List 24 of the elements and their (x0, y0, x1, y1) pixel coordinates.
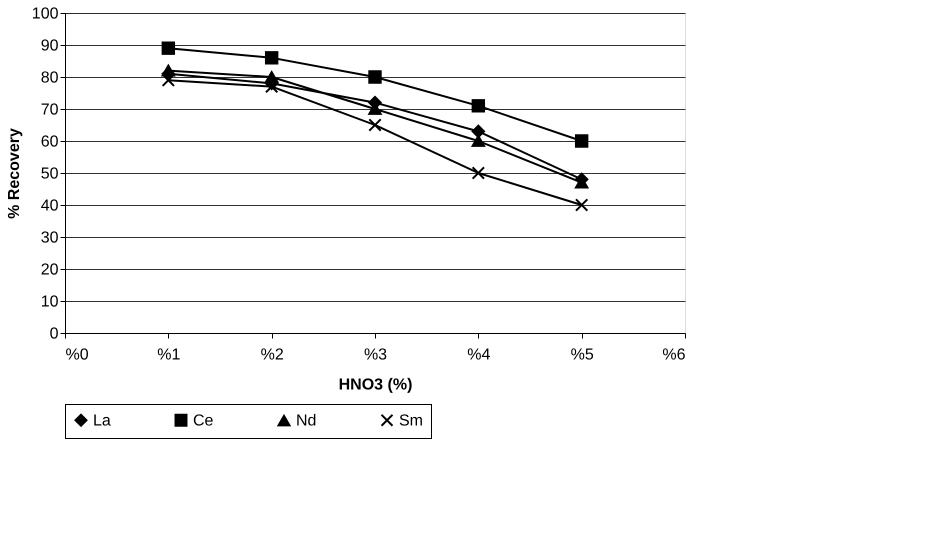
y-tick-label: 70 (40, 102, 59, 118)
y-axis-title: % Recovery (6, 128, 23, 219)
y-tick-label: 60 (40, 134, 59, 150)
x-tick-label: %1 (157, 346, 180, 364)
legend-label: Sm (399, 412, 423, 430)
x-tick-label: %5 (570, 346, 594, 364)
y-tick-label: 80 (40, 70, 59, 86)
x-tick-label: %6 (662, 346, 686, 364)
legend-label: Ce (193, 412, 214, 430)
x-tick-label: %2 (260, 346, 284, 364)
x-tick-label: %0 (66, 346, 89, 364)
y-tick-label: 50 (40, 166, 59, 182)
legend-label: La (93, 412, 111, 430)
legend-label: Nd (296, 412, 316, 430)
y-tick-label: 30 (40, 230, 59, 246)
x-tick-label: %4 (467, 346, 490, 364)
y-tick-label: 0 (50, 326, 59, 342)
y-tick-label: 40 (40, 198, 59, 214)
x-axis-title: HNO3 (%) (338, 376, 412, 394)
y-tick-label: 100 (32, 6, 59, 22)
x-tick-label: %3 (364, 346, 388, 364)
y-tick-label: 10 (40, 294, 59, 310)
y-tick-label: 90 (40, 38, 59, 54)
y-tick-label: 20 (40, 262, 59, 278)
